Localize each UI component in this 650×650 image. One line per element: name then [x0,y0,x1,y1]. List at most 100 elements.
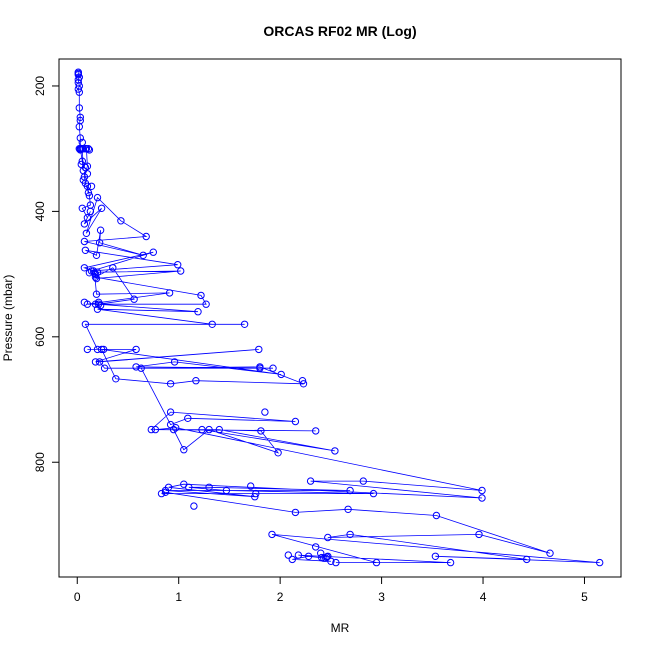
data-point [149,248,158,256]
data-point [166,408,175,416]
data-point [446,558,455,567]
data-point [288,555,296,564]
data-point [269,364,277,372]
data-point [205,483,213,491]
data-point [142,232,150,241]
data-point [190,502,198,510]
data-point [596,558,604,567]
data-point [132,345,140,354]
data-point [78,204,87,213]
data-point [109,264,117,272]
data-point [97,204,106,213]
series-line [77,72,600,563]
data-point [306,477,315,485]
data-point [132,363,140,371]
chart-title: ORCAS RF02 MR (Log) [263,23,416,39]
data-point [198,425,206,434]
x-tick-label: 0 [74,590,81,604]
data-point [90,269,99,277]
data-point [139,251,147,260]
data-point [478,486,486,495]
data-point [80,298,89,306]
data-point [78,157,87,165]
data-point [112,375,120,383]
data-point [77,145,86,153]
data-point [75,73,84,81]
data-point [194,308,202,316]
data-point [96,226,105,234]
data-point [372,558,381,567]
data-point [346,530,354,539]
data-point [208,320,216,328]
data-point [92,251,101,260]
data-point [478,494,486,502]
data-point [75,104,84,112]
data-point [84,145,93,153]
x-axis-label: MR [331,621,350,635]
series-layer [77,72,600,563]
data-point [261,408,269,416]
data-point [83,170,92,178]
data-point [76,113,85,122]
data-point [94,300,103,308]
data-point [284,551,292,559]
data-point [74,69,83,78]
data-point [277,370,285,379]
data-point [166,380,175,388]
data-point [79,176,88,184]
data-point [81,246,90,255]
points-layer [74,68,604,567]
data-point [323,553,331,561]
data-point [294,551,303,559]
y-tick-label: 200 [33,76,47,96]
data-point [97,345,106,354]
data-point [523,555,531,564]
data-point [180,446,188,454]
data-point [344,505,352,513]
data-point [161,488,170,496]
data-point [100,364,109,372]
x-tick-label: 3 [378,590,385,604]
data-point [185,483,193,491]
data-point [324,533,332,542]
data-point [95,358,104,366]
y-tick-label: 600 [33,326,47,346]
data-point [91,300,100,308]
data-point [85,146,94,154]
data-point [85,192,94,200]
data-point [165,289,174,297]
data-point [317,549,325,557]
y-tick-label: 400 [33,201,47,221]
data-point [80,264,89,272]
data-point [257,427,265,435]
data-point [247,482,255,490]
data-point [83,214,92,222]
data-point [76,134,85,142]
data-point [197,291,205,300]
data-point [359,477,367,485]
data-point [369,489,378,498]
data-point [80,220,89,228]
y-axis: 200 400 600 800 [33,76,60,472]
data-point [91,358,100,366]
data-point [75,88,84,96]
data-point [87,182,96,191]
data-point [252,489,260,498]
data-point [95,239,104,247]
data-point [331,447,339,455]
data-point [184,414,192,422]
data-point [304,552,313,560]
data-point [85,269,94,277]
data-point [137,364,145,372]
data-point [76,116,85,125]
data-point [291,417,300,426]
data-point [240,320,249,328]
y-axis-label: Pressure (mbar) [1,275,15,362]
x-axis: 0 1 2 3 4 5 [74,576,588,604]
data-point [299,380,308,388]
data-point [431,552,440,560]
data-point [117,217,125,225]
data-point [74,79,83,87]
data-point [546,549,554,557]
